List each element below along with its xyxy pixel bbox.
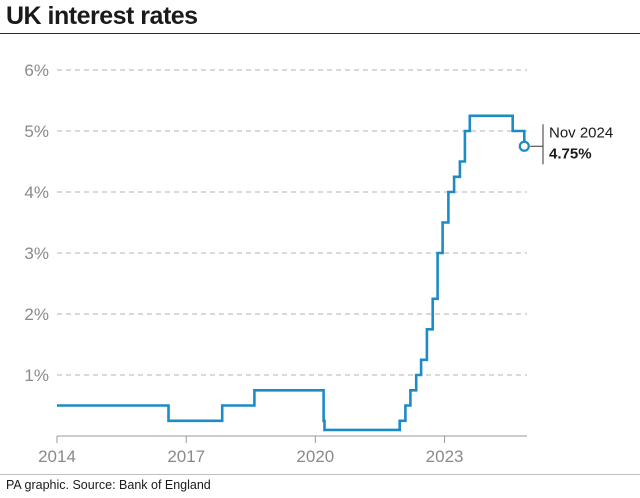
y-axis-ticks: 1% 2% 3% 4% 5% 6% — [24, 61, 49, 385]
x-tick-label: 2023 — [426, 447, 464, 466]
series-line-interest-rate — [57, 114, 527, 432]
x-tick-label: 2017 — [167, 447, 205, 466]
x-tick-label: 2020 — [296, 447, 334, 466]
y-tick-label: 3% — [24, 244, 49, 263]
latest-value-marker — [518, 140, 530, 152]
title-divider — [0, 33, 640, 34]
x-tick-label: 2014 — [38, 447, 76, 466]
footer-divider — [0, 474, 640, 475]
annotation-bracket — [530, 124, 544, 165]
y-tick-label: 4% — [24, 183, 49, 202]
x-axis-ticks: 2014 2017 2020 2023 — [38, 436, 463, 466]
latest-value-annotation: Nov 2024 4.75% — [530, 124, 613, 165]
annotation-value-label: 4.75% — [549, 145, 592, 162]
y-tick-label: 5% — [24, 122, 49, 141]
y-tick-label: 2% — [24, 305, 49, 324]
gridlines — [57, 69, 527, 376]
y-tick-label: 6% — [24, 61, 49, 80]
chart-title: UK interest rates — [6, 2, 198, 30]
source-note: PA graphic. Source: Bank of England — [6, 478, 211, 492]
annotation-date-label: Nov 2024 — [549, 124, 613, 141]
y-tick-label: 1% — [24, 366, 49, 385]
